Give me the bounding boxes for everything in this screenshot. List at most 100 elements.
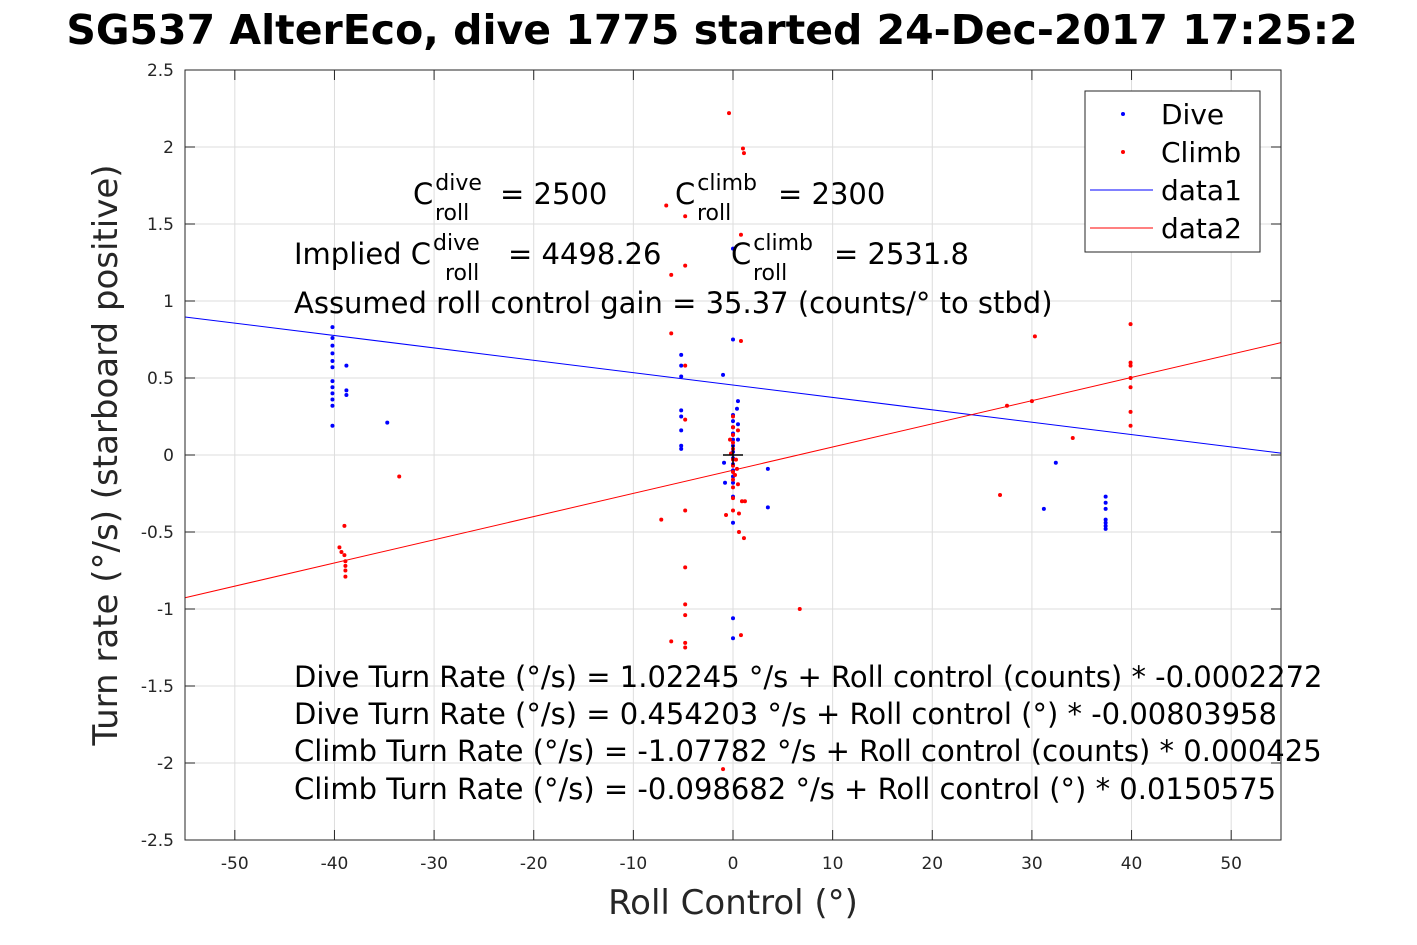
climb-point bbox=[732, 473, 737, 478]
climb-point bbox=[1029, 399, 1034, 404]
dive-point bbox=[765, 466, 770, 471]
climb-point bbox=[1128, 360, 1133, 365]
climb-point bbox=[1128, 423, 1133, 428]
climb-point bbox=[731, 425, 735, 430]
implied-climb-sub: roll bbox=[753, 261, 787, 286]
dive-point bbox=[679, 446, 684, 451]
x-tick-label: 40 bbox=[1121, 854, 1143, 874]
climb-point bbox=[669, 272, 674, 277]
dive-point bbox=[731, 616, 735, 621]
dive-point bbox=[722, 460, 727, 465]
climb-point bbox=[683, 417, 688, 422]
c-climb-value: = 2300 bbox=[778, 177, 885, 211]
dive-point bbox=[679, 352, 684, 357]
climb-point bbox=[337, 545, 342, 550]
climb-point bbox=[727, 111, 732, 116]
climb-point bbox=[742, 499, 747, 504]
dive-point bbox=[330, 397, 335, 402]
climb-point bbox=[733, 457, 738, 462]
climb-point bbox=[731, 432, 735, 437]
dive-point bbox=[330, 423, 335, 428]
y-tick-label: 0 bbox=[163, 446, 174, 466]
dive-point bbox=[679, 443, 684, 448]
climb-point bbox=[342, 523, 347, 528]
dive-point bbox=[765, 505, 770, 510]
y-tick-label: 1 bbox=[163, 292, 174, 312]
legend-dot-dive bbox=[1121, 112, 1125, 116]
legend-label-climb: Climb bbox=[1161, 136, 1241, 169]
dive-point bbox=[1103, 500, 1108, 505]
dive-point bbox=[735, 437, 740, 442]
dive-point bbox=[731, 337, 735, 342]
implied-dive-sup: dive bbox=[433, 231, 480, 256]
y-tick-label: -2.5 bbox=[141, 831, 174, 851]
climb-point bbox=[683, 214, 688, 219]
y-tick-label: 2.5 bbox=[147, 61, 174, 81]
y-tick-label: -1 bbox=[157, 600, 174, 620]
x-tick-label: 0 bbox=[728, 854, 739, 874]
x-tick-label: 30 bbox=[1021, 854, 1043, 874]
x-tick-label: -50 bbox=[221, 854, 249, 874]
implied-prefix: Implied C bbox=[294, 237, 431, 271]
climb-point bbox=[740, 146, 745, 151]
equation-climb-degrees: Climb Turn Rate (°/s) = -0.098682 °/s + … bbox=[294, 772, 1276, 806]
x-tick-label: 10 bbox=[822, 854, 844, 874]
climb-point bbox=[683, 263, 688, 268]
c-climb-annotation: Cclimb roll = 2300 bbox=[675, 171, 885, 226]
legend-label-dive: Dive bbox=[1161, 98, 1224, 131]
dive-point bbox=[330, 379, 335, 384]
dive-point bbox=[1053, 460, 1058, 465]
implied-climb-value: = 2531.8 bbox=[834, 237, 969, 271]
equation-climb-counts: Climb Turn Rate (°/s) = -1.07782 °/s + R… bbox=[294, 734, 1322, 768]
climb-point bbox=[343, 568, 348, 573]
x-axis-label: Roll Control (°) bbox=[608, 883, 858, 923]
legend-label-data2: data2 bbox=[1161, 212, 1242, 245]
climb-point bbox=[721, 767, 726, 772]
roll-gain-annotation: Assumed roll control gain = 35.37 (count… bbox=[294, 286, 1053, 320]
climb-point bbox=[683, 602, 688, 607]
dive-point bbox=[679, 414, 684, 419]
climb-point bbox=[683, 613, 688, 618]
climb-point bbox=[1005, 403, 1009, 408]
climb-point bbox=[736, 511, 741, 516]
dive-point bbox=[735, 422, 740, 427]
climb-point bbox=[731, 508, 735, 513]
climb-point bbox=[343, 574, 348, 579]
climb-point bbox=[738, 232, 743, 237]
climb-point bbox=[735, 428, 740, 433]
climb-point bbox=[735, 482, 740, 487]
implied-climb-prefix: C bbox=[731, 237, 751, 271]
climb-point bbox=[683, 645, 688, 650]
climb-point bbox=[734, 466, 739, 471]
climb-point bbox=[731, 414, 735, 419]
equation-dive-counts: Dive Turn Rate (°/s) = 1.02245 °/s + Rol… bbox=[294, 660, 1322, 694]
climb-point bbox=[342, 553, 347, 558]
climb-point bbox=[739, 499, 744, 504]
dive-point bbox=[330, 391, 335, 396]
implied-dive-annotation: Implied Cdive roll = 4498.26 bbox=[294, 231, 661, 286]
equation-dive-degrees: Dive Turn Rate (°/s) = 0.454203 °/s + Ro… bbox=[294, 697, 1277, 731]
legend-label-data1: data1 bbox=[1161, 174, 1242, 207]
implied-climb-sup: climb bbox=[753, 231, 813, 256]
c-dive-sub: roll bbox=[435, 201, 469, 226]
dive-point bbox=[734, 406, 739, 411]
dive-point bbox=[1041, 506, 1046, 511]
y-tick-label: -1.5 bbox=[141, 677, 174, 697]
climb-point bbox=[1128, 363, 1133, 368]
c-climb-sub: roll bbox=[697, 201, 731, 226]
climb-point bbox=[998, 493, 1003, 498]
x-tick-label: 50 bbox=[1220, 854, 1242, 874]
dive-point bbox=[385, 420, 390, 425]
x-tick-label: -40 bbox=[321, 854, 349, 874]
dive-point bbox=[1103, 506, 1108, 511]
climb-point bbox=[669, 639, 674, 644]
c-dive-value: = 2500 bbox=[500, 177, 607, 211]
y-tick-label: 0.5 bbox=[147, 369, 174, 389]
dive-point bbox=[1103, 517, 1108, 522]
dive-point bbox=[731, 636, 735, 641]
climb-point bbox=[797, 607, 802, 611]
dive-point bbox=[731, 437, 735, 442]
dive-point bbox=[735, 399, 740, 404]
climb-point bbox=[731, 463, 735, 468]
